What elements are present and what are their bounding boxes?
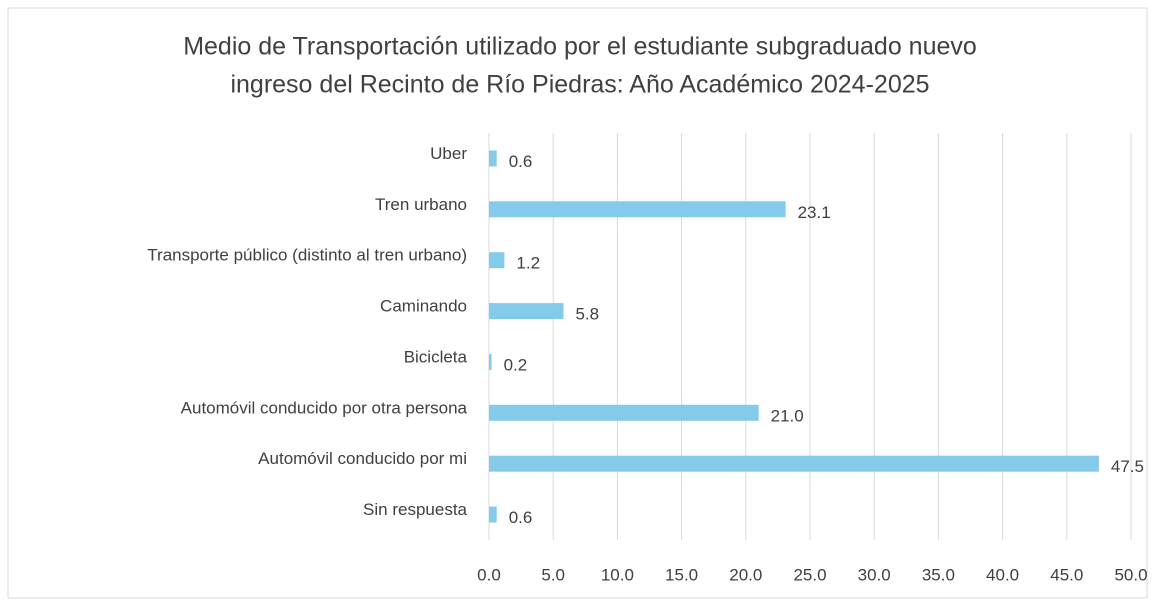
y-tick-label: Tren urbano bbox=[375, 195, 467, 214]
data-label: 1.2 bbox=[516, 254, 540, 273]
y-tick-label: Bicicleta bbox=[404, 347, 468, 366]
y-tick-label: Caminando bbox=[380, 297, 467, 316]
y-tick-label: Automóvil conducido por mi bbox=[258, 449, 467, 468]
x-tick-label: 25.0 bbox=[793, 565, 826, 584]
data-label: 0.6 bbox=[509, 508, 533, 527]
y-tick-label: Sin respuesta bbox=[363, 500, 467, 519]
bar bbox=[489, 201, 786, 218]
x-tick-label: 10.0 bbox=[601, 565, 634, 584]
x-tick-label: 30.0 bbox=[858, 565, 891, 584]
y-tick-label: Automóvil conducido por otra persona bbox=[181, 398, 468, 417]
x-tick-label: 45.0 bbox=[1050, 565, 1083, 584]
chart-title-line: ingreso del Recinto de Río Piedras: Año … bbox=[230, 71, 929, 99]
chart-border bbox=[7, 7, 1148, 599]
bar bbox=[489, 252, 505, 269]
x-tick-label: 40.0 bbox=[986, 565, 1019, 584]
x-tick-label: 5.0 bbox=[541, 565, 565, 584]
x-tick-label: 20.0 bbox=[729, 565, 762, 584]
data-label: 0.6 bbox=[509, 152, 533, 171]
x-tick-label: 50.0 bbox=[1114, 565, 1147, 584]
chart-title-line: Medio de Transportación utilizado por el… bbox=[183, 33, 977, 61]
bar bbox=[489, 404, 759, 421]
x-tick-label: 0.0 bbox=[477, 565, 501, 584]
x-tick-label: 35.0 bbox=[922, 565, 955, 584]
data-label: 5.8 bbox=[575, 305, 599, 324]
bar bbox=[489, 353, 492, 370]
data-label: 47.5 bbox=[1111, 457, 1144, 476]
bar bbox=[489, 455, 1099, 472]
bar bbox=[489, 150, 497, 167]
y-tick-label: Uber bbox=[430, 144, 467, 163]
data-label: 21.0 bbox=[771, 406, 804, 425]
data-label: 0.2 bbox=[504, 355, 528, 374]
x-tick-label: 15.0 bbox=[665, 565, 698, 584]
bar bbox=[489, 303, 564, 320]
data-label: 23.1 bbox=[798, 203, 831, 222]
y-tick-label: Transporte público (distinto al tren urb… bbox=[147, 246, 467, 265]
bar bbox=[489, 506, 497, 523]
